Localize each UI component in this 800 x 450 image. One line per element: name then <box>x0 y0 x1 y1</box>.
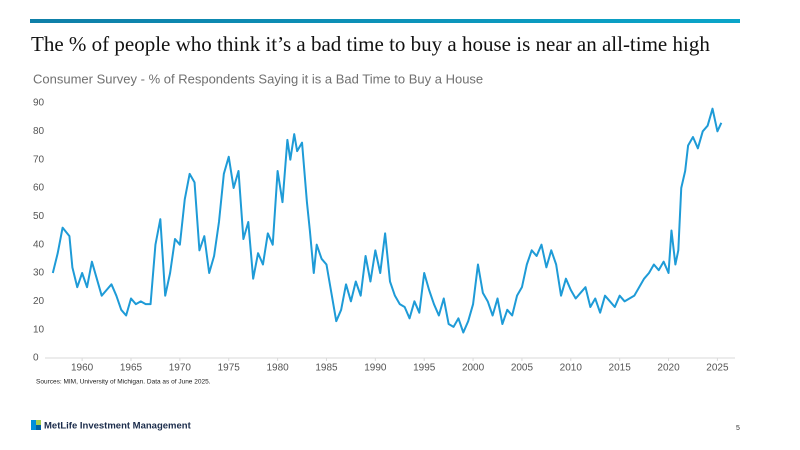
x-tick-label: 1965 <box>120 363 143 374</box>
x-tick-label: 1975 <box>218 363 241 374</box>
y-tick-label: 20 <box>33 296 45 307</box>
x-tick-label: 1970 <box>169 363 192 374</box>
y-tick-label: 30 <box>33 268 45 279</box>
page-number: 5 <box>736 425 740 432</box>
chart-subtitle: Consumer Survey - % of Respondents Sayin… <box>33 71 483 86</box>
y-tick-label: 50 <box>33 211 45 222</box>
x-tick-label: 2000 <box>462 363 485 374</box>
chart-title: The % of people who think it’s a bad tim… <box>31 32 710 56</box>
y-tick-label: 40 <box>33 239 45 250</box>
y-tick-label: 10 <box>33 324 45 335</box>
y-tick-label: 70 <box>33 154 45 165</box>
source-note: Sources: MIM, University of Michigan. Da… <box>36 379 211 386</box>
x-tick-label: 1995 <box>413 363 436 374</box>
x-tick-label: 2005 <box>511 363 534 374</box>
data-line <box>51 107 723 334</box>
x-tick-label: 2010 <box>560 363 583 374</box>
x-tick-label: 1985 <box>315 363 338 374</box>
x-tick-label: 1980 <box>266 363 289 374</box>
y-tick-label: 80 <box>33 126 45 137</box>
x-tick-label: 2015 <box>609 363 632 374</box>
plot: 0 10 20 30 40 50 60 70 80 90 1960 1965 1970 1975 1980 1… <box>33 98 735 374</box>
x-tick-label: 1990 <box>364 363 387 374</box>
brand-name: MetLife Investment Management <box>44 421 192 432</box>
x-tick-label: 2020 <box>657 363 680 374</box>
y-tick-label: 90 <box>33 98 45 109</box>
x-tick-label: 2025 <box>706 363 729 374</box>
y-tick-label: 0 <box>33 353 39 364</box>
y-tick-label: 60 <box>33 183 45 194</box>
top-bar <box>30 19 740 23</box>
x-tick-label: 1960 <box>71 363 94 374</box>
logo-icon <box>31 420 41 430</box>
